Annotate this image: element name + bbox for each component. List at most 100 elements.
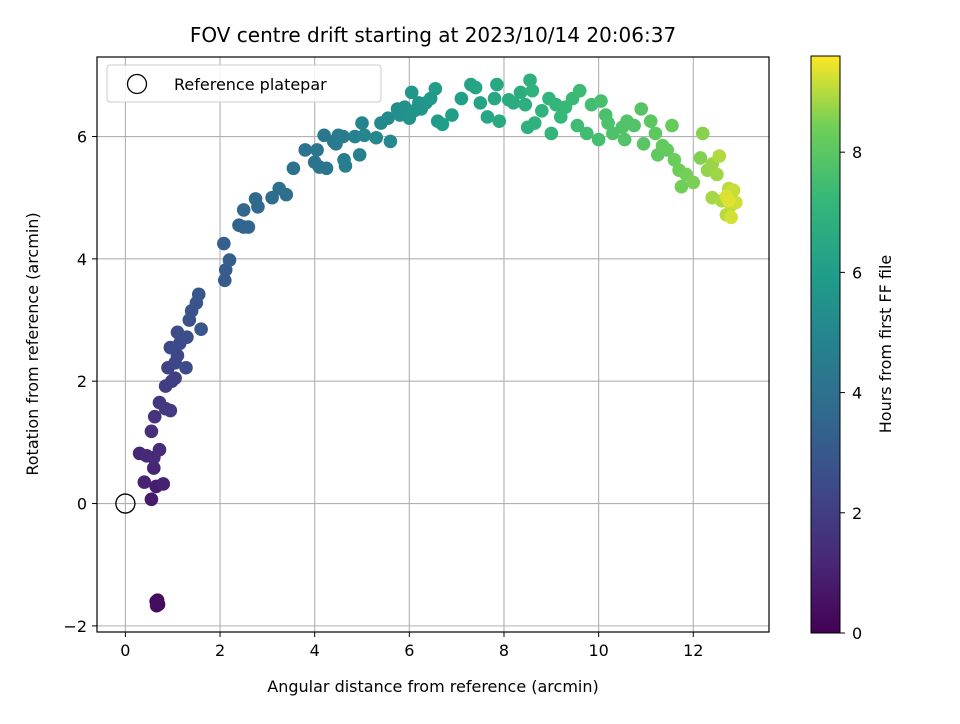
data-point: [248, 192, 263, 206]
data-points: [132, 73, 743, 613]
x-axis-label: Angular distance from reference (arcmin): [267, 677, 598, 696]
x-tick-label: 8: [499, 641, 509, 660]
data-point: [222, 253, 237, 267]
y-tick-label: 0: [77, 495, 87, 514]
data-point: [170, 325, 185, 340]
data-point: [525, 83, 540, 98]
data-point: [572, 83, 587, 98]
reference-platepar-marker: [115, 493, 136, 514]
colorbar-tick-label: 6: [852, 263, 862, 282]
data-point: [627, 118, 641, 133]
data-point: [298, 143, 313, 157]
data-point: [686, 175, 701, 190]
data-point: [544, 126, 559, 141]
data-point: [667, 152, 682, 167]
data-point: [513, 85, 528, 100]
data-point: [163, 403, 178, 418]
data-point: [518, 97, 533, 112]
data-point: [144, 424, 159, 439]
reference-marker-layer: [115, 493, 136, 514]
data-point: [535, 104, 549, 118]
data-point: [319, 161, 334, 176]
data-point: [152, 442, 167, 457]
legend-entry-reference: Reference platepar: [174, 75, 327, 94]
colorbar: 0 2 4 6 8 Hours from first FF file: [810, 55, 895, 643]
data-point: [146, 461, 161, 475]
data-point: [156, 477, 171, 491]
data-point: [454, 91, 469, 106]
legend: Reference platepar: [106, 64, 382, 103]
data-point: [665, 118, 679, 133]
data-point: [636, 137, 651, 151]
data-point: [236, 203, 251, 217]
data-point: [468, 80, 483, 95]
data-point: [357, 128, 372, 143]
x-axis-ticks: 0 2 4 6 8 10 12: [120, 632, 703, 660]
data-point: [217, 236, 231, 251]
data-point: [241, 220, 256, 234]
data-point: [383, 134, 398, 149]
y-tick-label: −2: [63, 617, 87, 636]
y-tick-label: 6: [77, 128, 87, 147]
data-point: [724, 210, 738, 225]
data-point: [674, 179, 689, 194]
data-point: [435, 117, 450, 132]
x-tick-label: 6: [404, 641, 414, 660]
data-point: [336, 129, 350, 144]
data-point: [710, 167, 724, 182]
y-axis-ticks: −2 0 2 4 6: [63, 128, 97, 636]
data-point: [137, 475, 152, 489]
data-point: [660, 143, 675, 157]
data-point: [695, 126, 710, 141]
chart-title: FOV centre drift starting at 2023/10/14 …: [190, 23, 676, 47]
data-point: [570, 118, 585, 133]
data-point: [712, 149, 727, 163]
data-point: [179, 360, 193, 375]
data-point: [445, 108, 459, 122]
colorbar-gradient: [810, 55, 841, 634]
y-tick-label: 4: [77, 250, 87, 269]
data-point: [381, 111, 395, 125]
data-point: [191, 287, 206, 302]
data-point: [487, 91, 502, 106]
data-point: [404, 85, 419, 100]
legend-box: [106, 64, 382, 103]
data-point: [580, 126, 594, 141]
colorbar-tick-label: 2: [852, 504, 862, 523]
data-point: [279, 187, 294, 202]
data-point: [194, 322, 208, 337]
data-point: [217, 273, 232, 288]
data-point: [721, 193, 736, 208]
data-point: [594, 94, 608, 108]
y-axis-label: Rotation from reference (arcmin): [23, 212, 42, 475]
x-tick-label: 10: [588, 641, 608, 660]
colorbar-ticks: 0 2 4 6 8: [840, 143, 862, 643]
data-point: [310, 143, 324, 157]
data-point: [149, 598, 164, 613]
data-point: [286, 161, 301, 176]
data-point: [147, 409, 162, 424]
data-point: [527, 116, 542, 130]
data-point: [168, 371, 182, 385]
data-point: [634, 102, 649, 116]
data-point: [480, 110, 495, 124]
data-point: [648, 126, 663, 141]
x-tick-label: 2: [215, 641, 225, 660]
x-tick-label: 4: [310, 641, 320, 660]
data-point: [693, 151, 708, 165]
data-point: [473, 96, 488, 110]
x-tick-label: 12: [683, 641, 703, 660]
colorbar-label: Hours from first FF file: [876, 255, 895, 434]
data-point: [643, 114, 658, 129]
data-point: [369, 130, 384, 145]
x-tick-label: 0: [120, 641, 130, 660]
data-point: [490, 77, 504, 92]
data-point: [337, 152, 351, 167]
colorbar-tick-label: 0: [852, 624, 862, 643]
data-point: [492, 114, 507, 129]
data-point: [506, 96, 521, 110]
data-point: [428, 82, 443, 96]
data-point: [591, 132, 606, 147]
